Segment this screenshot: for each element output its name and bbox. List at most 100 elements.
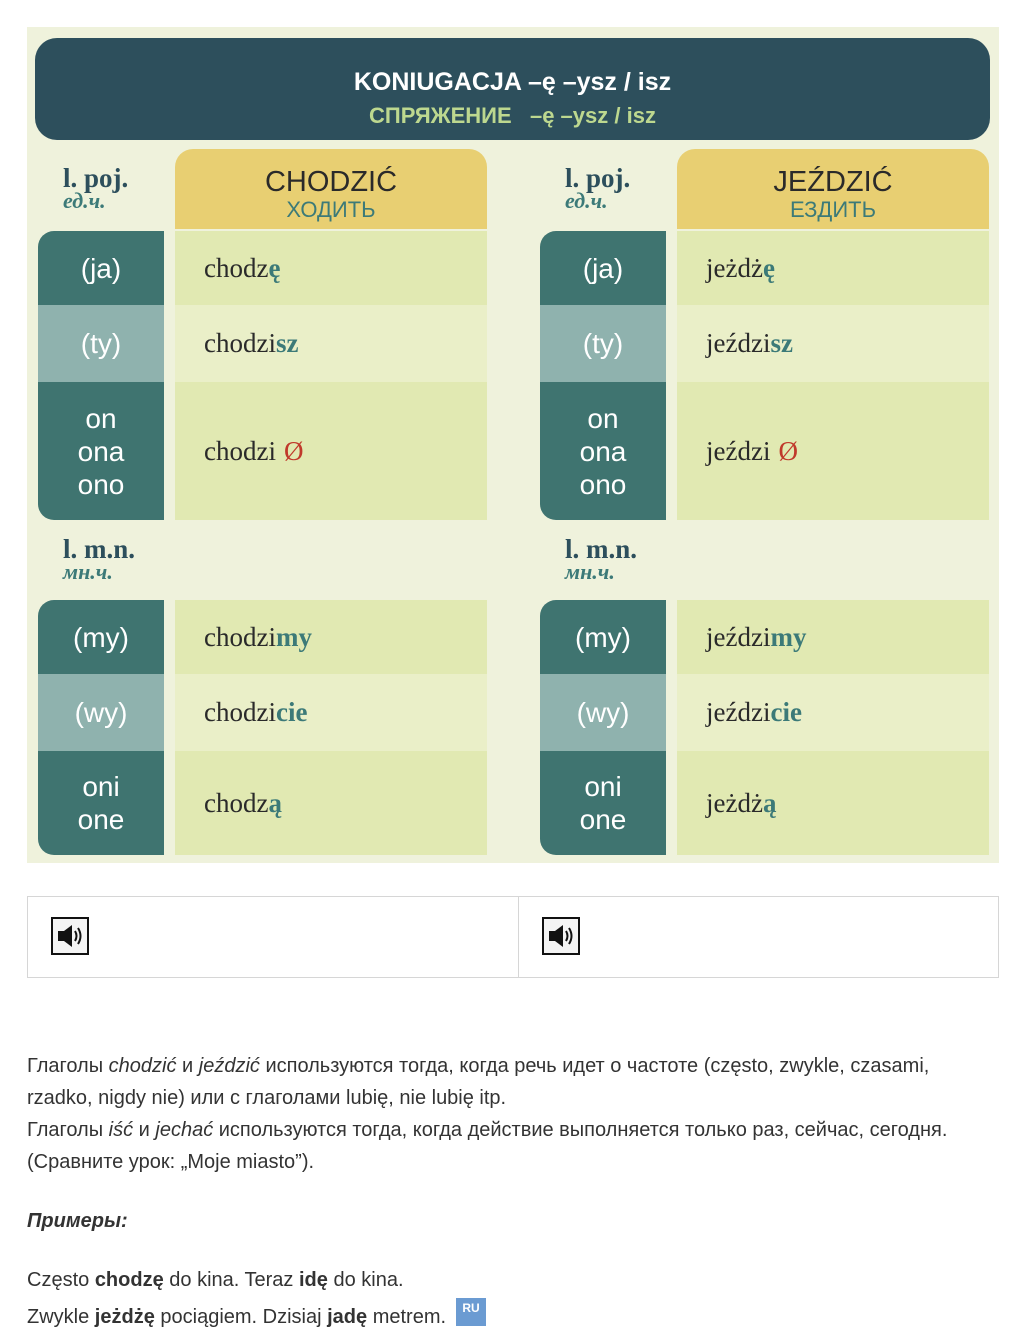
pronoun-text: on [85, 402, 117, 434]
example-line-1: Często chodzę do kina. Teraz idę do kina… [27, 1264, 999, 1296]
pronoun-text: (wy) [74, 697, 128, 728]
examples-heading: Примеры: [27, 1210, 128, 1232]
pronoun-text: oni [82, 771, 120, 802]
table-banner: KONIUGACJA –ę –ysz / isz СПРЯЖЕНИЕ –ę –y… [35, 38, 990, 140]
form-stem: chodz [204, 252, 269, 283]
verb-column-chodzic: l. poj. ед.ч. CHODZIĆ ХОДИТЬ l. m.n. мн.ч. (ja… [27, 27, 487, 863]
plural-label-ru: мн.ч. [565, 559, 615, 584]
singular-label-ru: ед.ч. [565, 188, 608, 213]
pronoun-text: (my) [575, 621, 631, 653]
verb-infinitive-ru: ЕЗДИТЬ [789, 197, 877, 222]
pronoun-cell: (ja) [38, 231, 164, 305]
form-stem: chodz [204, 787, 269, 818]
pronoun-cell: on ona ono [38, 382, 164, 520]
language-badge[interactable]: RU [456, 1297, 487, 1326]
speaker-icon[interactable] [542, 917, 580, 955]
pronoun-cell: (my) [38, 600, 164, 674]
form-stem: jeździ [706, 328, 771, 358]
text-run: pociągiem. Dzisiaj [154, 1306, 328, 1328]
text-run: используются тогда, когда действие выпол… [27, 1119, 948, 1173]
pronoun-text: ona [77, 435, 125, 467]
form-stem: jeździ [706, 435, 771, 466]
form-ending: ę [762, 252, 775, 283]
text-run: do kina. Teraz [163, 1269, 299, 1291]
plural-label: l. m.n. мн.ч. [565, 534, 637, 585]
text-run: используются тогда, когда речь идет о ча… [27, 1055, 930, 1109]
pronoun-text: ono [579, 468, 627, 500]
conjugated-form: jeździ my [677, 600, 989, 674]
plural-label-pl: l. m.n. [63, 534, 136, 564]
form-stem: jeżdż [706, 787, 763, 818]
conjugated-form: jeżdż ę [677, 231, 989, 305]
pronoun-cell: oni one [38, 751, 164, 855]
verb-jechac: jechać [155, 1119, 214, 1141]
conjugated-form: chodzi cie [175, 674, 487, 751]
conjugated-form: chodzi sz [175, 305, 487, 382]
verb-header: JEŹDZIĆ ЕЗДИТЬ [677, 149, 989, 229]
example-verb: chodzę [94, 1269, 164, 1291]
form-ending: cie [770, 697, 802, 727]
form-stem: chodzi [204, 621, 276, 652]
pronoun-text: one [77, 804, 125, 835]
audio-bar [27, 896, 999, 978]
form-ending: my [275, 621, 312, 652]
text-run: metrem. [367, 1306, 447, 1328]
verb-infinitive: JEŹDZIĆ [773, 166, 893, 198]
example-verb: jeżdżę [94, 1306, 155, 1328]
form-ending: sz [770, 328, 793, 358]
form-ending: ą [268, 787, 282, 818]
pronoun-text: (my) [73, 621, 129, 653]
singular-label: l. poj. ед.ч. [63, 163, 128, 214]
conjugated-form: jeździ cie [677, 674, 989, 751]
table-subtitle: СПРЯЖЕНИЕ –ę –ysz / isz [35, 103, 990, 129]
conjugated-form: chodz ę [175, 231, 487, 305]
pronoun-text: oni [584, 771, 622, 802]
verb-infinitive: CHODZIĆ [264, 166, 398, 198]
pronoun-text: (ty) [80, 328, 122, 359]
pronoun-cell: (my) [540, 600, 666, 674]
conjugated-form: jeżdż ą [677, 751, 989, 855]
form-ending: cie [275, 697, 308, 727]
form-stem: chodzi [204, 328, 276, 358]
text-run: do kina. [327, 1269, 404, 1291]
verb-isc: iść [108, 1119, 134, 1141]
text-run: Глаголы [27, 1119, 109, 1141]
pronoun-text: (wy) [576, 697, 630, 728]
usage-paragraph-1: Глаголы chodzić и jeździć используются т… [27, 1050, 999, 1114]
pronoun-text: (ja) [582, 252, 624, 284]
plural-label-pl: l. m.n. [565, 534, 638, 564]
example-verb: idę [298, 1269, 328, 1291]
subtitle-suffix: –ę –ysz / isz [529, 103, 656, 128]
subtitle-ru: СПРЯЖЕНИЕ [369, 103, 512, 128]
form-stem: chodzi [204, 697, 276, 727]
pronoun-cell: (ty) [38, 305, 164, 382]
audio-cell-jezdzic [519, 897, 998, 977]
plural-label: l. m.n. мн.ч. [63, 534, 135, 585]
verb-infinitive-ru: ХОДИТЬ [286, 197, 376, 222]
pronoun-text: ona [579, 435, 627, 467]
verb-jezdzic: jeździć [198, 1055, 260, 1077]
form-stem: chodzi [204, 435, 276, 466]
conjugation-table: KONIUGACJA –ę –ysz / isz СПРЯЖЕНИЕ –ę –y… [27, 27, 999, 863]
verb-header: CHODZIĆ ХОДИТЬ [175, 149, 487, 229]
pronoun-cell: oni one [540, 751, 666, 855]
form-stem: jeździ [706, 697, 771, 727]
audio-cell-chodzic [28, 897, 518, 977]
pronoun-text: (ja) [80, 252, 122, 284]
text-run: Глаголы [27, 1055, 109, 1077]
form-stem: jeździ [706, 621, 771, 652]
form-ending: ą [762, 787, 777, 818]
verb-column-jezdzic: l. poj. ед.ч. JEŹDZIĆ ЕЗДИТЬ l. m.n. мн.ч. (ja… [529, 27, 989, 863]
speaker-glyph [58, 925, 82, 947]
speaker-icon[interactable] [51, 917, 89, 955]
conjugated-form: chodzi Ø [175, 382, 487, 520]
audio-divider [518, 897, 519, 977]
form-stem: jeżdż [706, 252, 763, 283]
pronoun-text: ono [77, 468, 125, 500]
table-title: KONIUGACJA –ę –ysz / isz [353, 68, 672, 96]
conjugated-form: jeździ sz [677, 305, 989, 382]
singular-label-ru: ед.ч. [63, 188, 106, 213]
pronoun-text: one [579, 804, 627, 835]
singular-label: l. poj. ед.ч. [565, 163, 630, 214]
conjugated-form: jeździ Ø [677, 382, 989, 520]
